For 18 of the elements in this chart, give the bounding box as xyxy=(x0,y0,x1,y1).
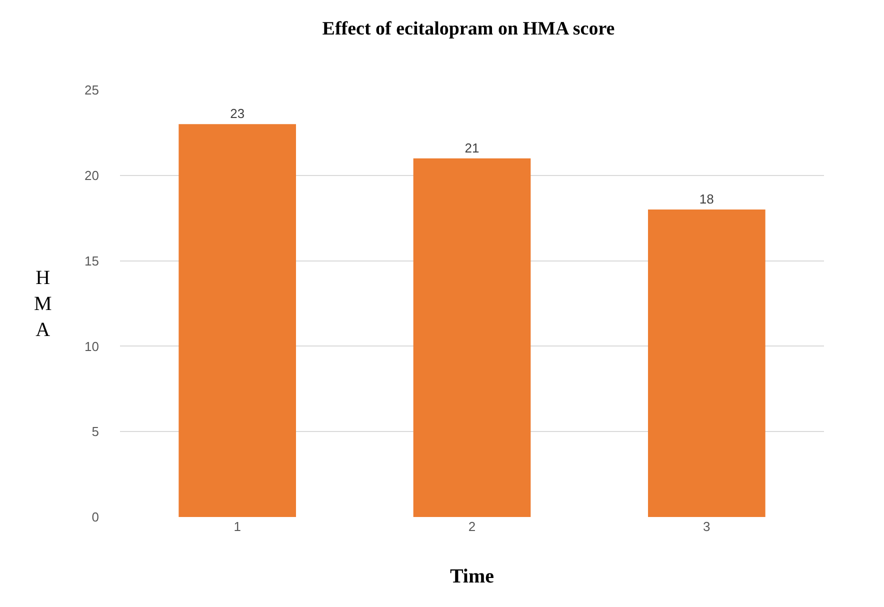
bar xyxy=(178,124,296,517)
data-label: 21 xyxy=(464,140,480,156)
y-tick-label: 15 xyxy=(84,253,99,268)
x-tick-label: 3 xyxy=(703,519,710,534)
data-label: 23 xyxy=(230,106,245,122)
x-axis-title: Time xyxy=(450,566,494,588)
data-label: 18 xyxy=(699,192,714,207)
y-axis-title: HMA xyxy=(34,267,52,341)
x-tick-label: 2 xyxy=(468,519,476,534)
bar xyxy=(413,158,531,517)
y-tick-label: 0 xyxy=(92,510,99,525)
y-tick-label: 20 xyxy=(84,168,99,183)
y-tick-label: 25 xyxy=(84,82,99,98)
x-tick-label: 1 xyxy=(234,519,241,534)
chart-title: Effect of ecitalopram on HMA score xyxy=(322,18,615,40)
y-tick-label: 10 xyxy=(84,338,99,354)
y-tick-label: 5 xyxy=(92,424,99,440)
bar xyxy=(648,210,766,517)
